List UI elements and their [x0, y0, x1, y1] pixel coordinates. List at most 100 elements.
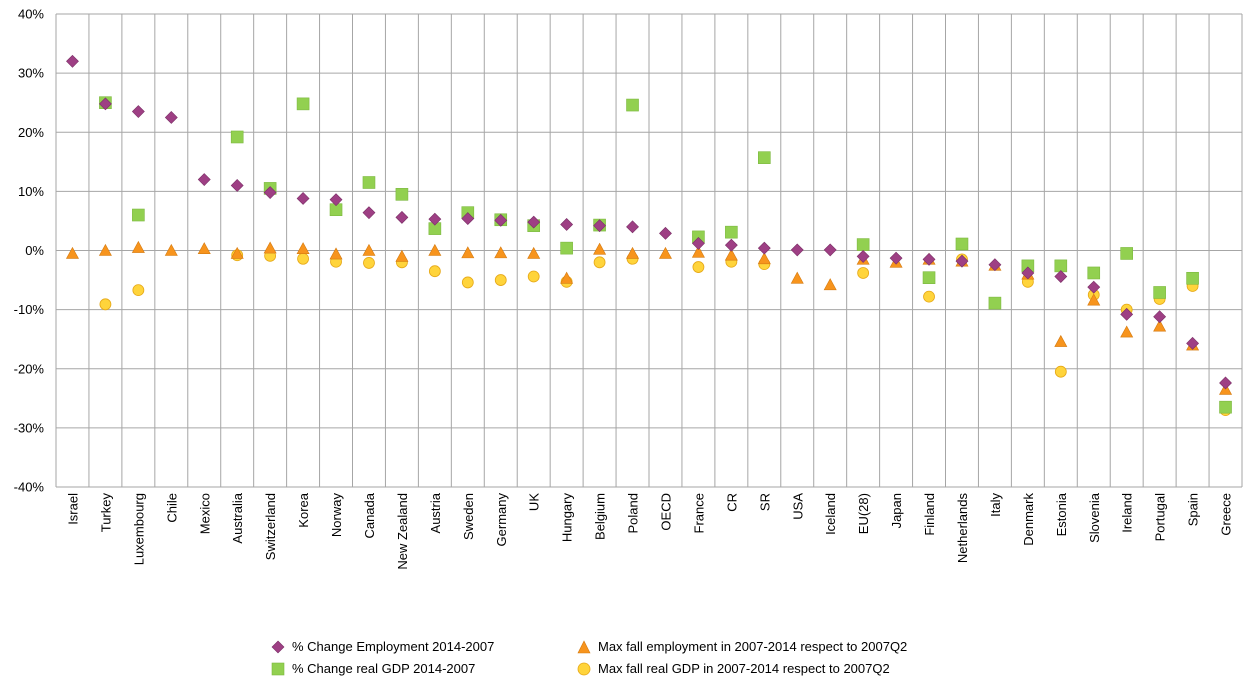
legend-label-employment: % Change Employment 2014-2007	[292, 639, 495, 654]
square-data-point	[132, 208, 145, 222]
diamond-data-point	[922, 252, 936, 266]
x-tick-label: Finland	[922, 493, 937, 536]
square-data-point	[1087, 266, 1101, 280]
x-tick-label: Japan	[889, 493, 904, 528]
x-tick-label: SR	[757, 493, 772, 511]
triangle-data-point	[98, 243, 112, 256]
x-tick-label: Italy	[988, 493, 1003, 517]
legend-label-max-fall-gdp: Max fall real GDP in 2007-2014 respect t…	[598, 661, 890, 676]
x-tick-label: EU(28)	[856, 493, 871, 534]
square-data-point	[856, 238, 870, 251]
square-data-point	[988, 296, 1002, 310]
triangle-data-point	[757, 252, 771, 265]
x-tick-label: Norway	[329, 493, 344, 538]
triangle-data-point	[131, 240, 145, 253]
diamond-data-point	[955, 254, 969, 268]
x-axis-ticks: Israel Turkey Luxembourg Chile Mexico Austral…	[65, 492, 1233, 569]
diamond-marker-icon	[271, 640, 285, 653]
legend-label-max-fall-employment: Max fall employment in 2007-2014 respect…	[598, 639, 908, 654]
x-tick-label: Korea	[296, 492, 311, 527]
legend-item-max-fall-gdp: Max fall real GDP in 2007-2014 respect t…	[576, 661, 890, 676]
triangle-data-point	[527, 246, 541, 259]
circle-data-point	[692, 261, 705, 273]
square-data-point	[1054, 259, 1068, 273]
x-tick-label: Ireland	[1120, 493, 1135, 533]
legend-item-max-fall-employment: Max fall employment in 2007-2014 respect…	[576, 639, 907, 654]
y-tick-label: -40%	[14, 480, 45, 495]
square-data-point	[560, 241, 573, 255]
triangle-data-point	[395, 249, 409, 262]
y-tick-label: 0%	[25, 243, 44, 258]
square-data-point	[758, 151, 771, 164]
diamond-data-point	[823, 243, 837, 257]
triangle-data-point	[724, 248, 738, 261]
x-tick-label: CR	[724, 493, 739, 512]
square-data-point	[1120, 247, 1133, 260]
triangle-data-point	[1087, 293, 1101, 306]
x-tick-label: Poland	[626, 493, 641, 533]
diamond-data-point	[197, 173, 211, 186]
circle-data-point	[428, 265, 441, 278]
legend-label-gdp: % Change real GDP 2014-2007	[292, 661, 476, 676]
diamond-data-point	[593, 219, 607, 233]
diamond-data-point	[856, 249, 870, 263]
x-tick-label: New Zealand	[395, 493, 410, 570]
y-tick-label: -10%	[14, 302, 45, 317]
x-tick-label: OECD	[658, 493, 673, 531]
diamond-data-point	[461, 212, 475, 225]
triangle-data-point	[1153, 319, 1167, 332]
diamond-data-point	[1186, 336, 1200, 350]
x-tick-label: Turkey	[98, 493, 113, 533]
triangle-data-point	[823, 278, 837, 291]
diamond-data-point	[66, 54, 79, 68]
diamond-data-point	[988, 258, 1002, 272]
x-tick-label: Iceland	[823, 493, 838, 535]
square-data-point	[1153, 286, 1166, 299]
y-tick-label: 10%	[18, 184, 44, 199]
diamond-data-point	[1153, 310, 1167, 324]
triangle-data-point	[626, 246, 640, 259]
circle-marker-icon	[577, 662, 591, 675]
x-tick-label: Belgium	[593, 493, 608, 540]
diamond-data-point	[98, 97, 112, 111]
x-tick-label: Australia	[230, 492, 245, 543]
diamond-data-point	[1087, 280, 1101, 294]
y-axis-ticks: 40% 30% 20% 10% 0% -10% -20% -30% -40%	[14, 7, 45, 495]
x-tick-label: Estonia	[1054, 492, 1069, 536]
diamond-data-point	[494, 213, 508, 227]
triangle-data-point	[560, 271, 574, 284]
diamond-data-point	[626, 220, 639, 234]
circle-data-point	[132, 284, 145, 297]
diamond-data-point	[329, 193, 343, 207]
x-tick-label: Netherlands	[955, 493, 970, 564]
diamond-data-point	[560, 218, 574, 231]
circle-data-point	[1054, 365, 1067, 378]
diamond-data-point	[1120, 307, 1134, 321]
diamond-data-point	[659, 226, 672, 240]
diamond-data-point	[527, 215, 541, 229]
triangle-data-point	[691, 245, 705, 258]
legend-item-gdp: % Change real GDP 2014-2007	[270, 661, 475, 676]
x-tick-label: Spain	[1186, 493, 1201, 526]
circle-data-point	[363, 257, 375, 269]
x-tick-label: Hungary	[560, 493, 575, 543]
square-data-point	[922, 271, 936, 284]
x-tick-label: Germany	[494, 493, 509, 547]
circle-data-point	[494, 274, 507, 286]
square-marker-icon	[271, 662, 285, 675]
diamond-data-point	[296, 192, 310, 205]
diamond-data-point	[395, 210, 409, 224]
circle-data-point	[461, 276, 474, 289]
x-tick-label: Canada	[362, 492, 377, 538]
diamond-data-point	[1021, 266, 1035, 280]
y-tick-label: 20%	[18, 125, 44, 140]
square-data-point	[362, 176, 376, 189]
triangle-data-point	[461, 246, 475, 259]
triangle-data-point	[593, 242, 607, 255]
x-tick-label: USA	[790, 493, 805, 520]
x-tick-label: Switzerland	[263, 493, 278, 560]
diamond-data-point	[790, 243, 804, 257]
triangle-data-point	[790, 271, 804, 284]
triangle-data-point	[296, 242, 310, 255]
